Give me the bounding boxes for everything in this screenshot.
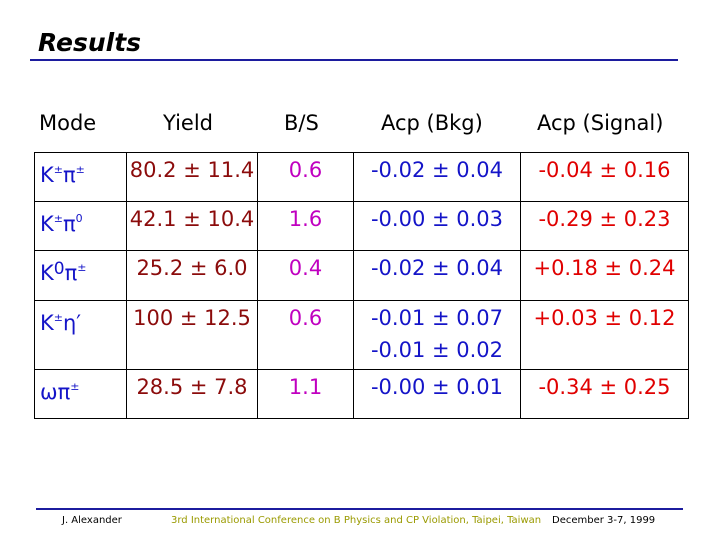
acp-bkg-cell: -0.02 ± 0.04 bbox=[353, 152, 521, 202]
mode-cell: K±η′ bbox=[34, 300, 127, 370]
footer-date: December 3-7, 1999 bbox=[552, 515, 656, 526]
yield-cell: 100 ± 12.5 bbox=[126, 300, 258, 370]
acp-bkg-cell: -0.00 ± 0.01 bbox=[353, 369, 521, 419]
table-row: K±η′ 100 ± 12.5 0.6 -0.01 ± 0.07 -0.01 ± … bbox=[34, 300, 689, 370]
acp-signal-cell: -0.04 ± 0.16 bbox=[520, 152, 689, 202]
header-acp-bkg: Acp (Bkg) bbox=[381, 111, 483, 135]
mode-sup: ± bbox=[53, 212, 63, 225]
footer-divider bbox=[36, 508, 683, 510]
bs-cell: 0.4 bbox=[257, 250, 354, 301]
acp-bkg-cell: -0.00 ± 0.03 bbox=[353, 201, 521, 251]
acp-signal-cell: +0.03 ± 0.12 bbox=[520, 300, 689, 370]
title-divider bbox=[30, 59, 678, 61]
mode-meson: π bbox=[64, 261, 78, 285]
mode-meson: π bbox=[63, 212, 76, 236]
mode-base: K bbox=[40, 163, 54, 187]
mode-sup: 0 bbox=[53, 259, 65, 279]
yield-cell: 28.5 ± 7.8 bbox=[126, 369, 258, 419]
yield-cell: 42.1 ± 10.4 bbox=[126, 201, 258, 251]
mode-sup: ± bbox=[70, 380, 80, 393]
bs-cell: 0.6 bbox=[257, 152, 354, 202]
bs-cell: 1.1 bbox=[257, 369, 354, 419]
acp-signal-cell: +0.18 ± 0.24 bbox=[520, 250, 689, 301]
mode-cell: ωπ± bbox=[34, 369, 127, 419]
mode-sup: ± bbox=[77, 261, 87, 274]
yield-cell: 25.2 ± 6.0 bbox=[126, 250, 258, 301]
mode-meson: π bbox=[63, 163, 76, 187]
footer-conference: 3rd International Conference on B Physic… bbox=[171, 515, 542, 526]
mode-cell: K±π± bbox=[34, 152, 127, 202]
header-bs: B/S bbox=[284, 111, 319, 135]
mode-cell: K0π± bbox=[34, 250, 127, 301]
mode-sup: ± bbox=[53, 163, 63, 176]
bs-cell: 1.6 bbox=[257, 201, 354, 251]
mode-meson: π bbox=[57, 380, 71, 404]
table-row: K±π0 42.1 ± 10.4 1.6 -0.00 ± 0.03 -0.29 … bbox=[34, 201, 689, 251]
acp-signal-cell: -0.29 ± 0.23 bbox=[520, 201, 689, 251]
mode-base: K bbox=[40, 261, 54, 285]
acp-bkg-cell: -0.02 ± 0.04 bbox=[353, 250, 521, 301]
table-row: K0π± 25.2 ± 6.0 0.4 -0.02 ± 0.04 +0.18 ±… bbox=[34, 250, 689, 301]
header-acp-signal: Acp (Signal) bbox=[537, 111, 664, 135]
table-row: K±π± 80.2 ± 11.4 0.6 -0.02 ± 0.04 -0.04 … bbox=[34, 152, 689, 202]
mode-sup: ± bbox=[75, 163, 85, 176]
mode-base: ω bbox=[40, 380, 58, 404]
header-mode: Mode bbox=[39, 111, 97, 135]
yield-cell: 80.2 ± 11.4 bbox=[126, 152, 258, 202]
acp-signal-cell: -0.34 ± 0.25 bbox=[520, 369, 689, 419]
bs-cell: 0.6 bbox=[257, 300, 354, 370]
mode-meson: η′ bbox=[63, 311, 82, 335]
mode-base: K bbox=[40, 212, 54, 236]
results-table: K±π± 80.2 ± 11.4 0.6 -0.02 ± 0.04 -0.04 … bbox=[34, 152, 689, 419]
table-row: ωπ± 28.5 ± 7.8 1.1 -0.00 ± 0.01 -0.34 ± … bbox=[34, 369, 689, 419]
mode-base: K bbox=[40, 311, 54, 335]
mode-sup: 0 bbox=[75, 212, 83, 225]
acp-bkg-cell: -0.01 ± 0.07 -0.01 ± 0.02 bbox=[353, 300, 521, 370]
mode-cell: K±π0 bbox=[34, 201, 127, 251]
slide-title: Results bbox=[38, 28, 142, 57]
footer-author: J. Alexander bbox=[62, 515, 122, 526]
header-yield: Yield bbox=[163, 111, 213, 135]
mode-sup: ± bbox=[53, 311, 63, 324]
